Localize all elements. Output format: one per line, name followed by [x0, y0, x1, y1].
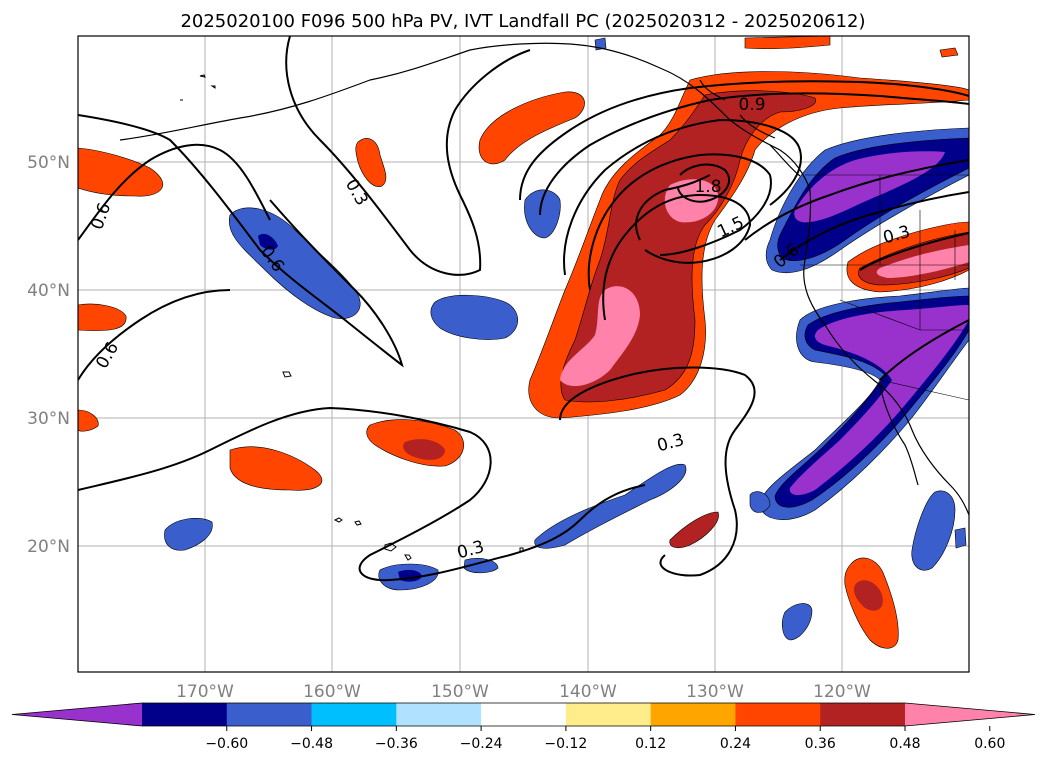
map-frame: [77, 35, 970, 673]
colorbar-segment: [311, 703, 397, 726]
colorbar-tick-label: 0.36: [805, 736, 836, 752]
longitude-labels: 170°W 160°W 150°W 140°W 130°W 120°W: [176, 682, 871, 702]
lat-label: 50°N: [27, 153, 70, 173]
ivt-contours: [78, 36, 969, 582]
pv-positive-anomalies: [78, 36, 969, 649]
contour-label: 1.8: [694, 177, 721, 197]
political-boundaries: [800, 174, 969, 401]
colorbar-tick-label: 0.24: [720, 736, 751, 752]
map-area: 0.3 0.6 0.6 0.6 0.6 0.9 1.8 1.5 0.3 0.3 …: [78, 36, 969, 672]
colorbar-tick-label: −0.24: [460, 736, 503, 752]
colorbar-tick-label: −0.12: [544, 736, 587, 752]
colorbar-segment: [820, 703, 906, 726]
colorbar-segment: [481, 703, 567, 726]
colorbar-tick-label: 0.60: [974, 736, 1005, 752]
colorbar-tick-label: 0.12: [635, 736, 666, 752]
lon-label: 120°W: [813, 682, 871, 702]
colorbar: −0.60 −0.48 −0.36 −0.24 −0.12 0.12 0.24 0.36 0.4…: [11, 702, 1036, 752]
colorbar-tick-label: −0.60: [205, 736, 248, 752]
colorbar-segment: [226, 703, 313, 726]
colorbar-segment: [396, 703, 482, 726]
lon-label: 160°W: [303, 682, 361, 702]
latitude-labels: 50°N 40°N 30°N 20°N: [27, 153, 70, 557]
lat-label: 30°N: [27, 409, 70, 429]
colorbar-segment: [735, 703, 821, 726]
pv-anomaly-gulf: [478, 91, 585, 165]
colorbar-tick-label: −0.48: [290, 736, 333, 752]
colorbar-outline: [11, 702, 1036, 727]
lon-label: 170°W: [176, 682, 234, 702]
coast-baja: [879, 384, 919, 486]
lat-label: 20°N: [27, 537, 70, 557]
plot-title: 2025020100 F096 500 hPa PV, IVT Landfall…: [180, 11, 865, 32]
coast-alaska: [119, 42, 811, 191]
lon-label: 150°W: [431, 682, 489, 702]
colorbar-extend-low: [12, 703, 142, 726]
colorbar-segment: [650, 703, 736, 726]
colorbar-segment: [142, 703, 228, 726]
hawaii-islands: [180, 74, 524, 561]
colorbar-tick-label: −0.36: [375, 736, 418, 752]
lon-label: 140°W: [559, 682, 617, 702]
lat-label: 40°N: [27, 281, 70, 301]
colorbar-segment: [565, 703, 652, 726]
coast-north-america: [803, 189, 969, 516]
pv-anomaly-main-core2: [560, 286, 640, 387]
lon-label: 130°W: [686, 682, 744, 702]
colorbar-tick-label: 0.48: [889, 736, 920, 752]
contour-label: 0.9: [738, 95, 765, 115]
colorbar-extend-high: [905, 703, 1035, 726]
